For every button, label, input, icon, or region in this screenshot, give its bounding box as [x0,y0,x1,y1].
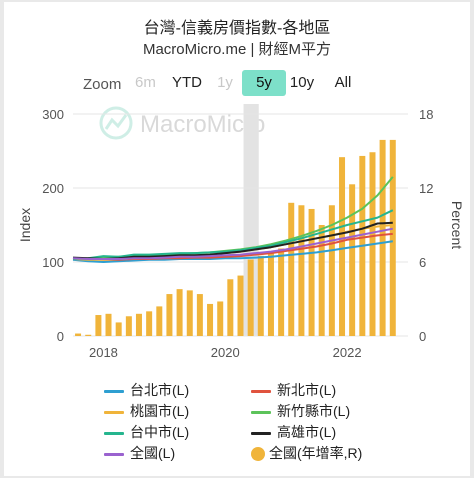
left-tick-label: 300 [42,107,64,122]
bar-13[interactable] [207,303,214,336]
legend-item[interactable]: 全國(L) [104,444,175,462]
bar-8[interactable] [156,306,163,336]
bar-17[interactable] [247,259,254,336]
bar-12[interactable] [196,294,203,336]
x-tick-label: 2020 [211,345,240,360]
chart-subtitle: MacroMicro.me | 財經M平方 [142,41,332,58]
bar-24[interactable] [318,225,325,336]
right-tick-label: 18 [419,107,433,122]
bar-10[interactable] [176,289,183,336]
left-tick-label: 100 [42,255,64,270]
legend-item[interactable]: 全國(年增率,R) [251,444,362,462]
bar-23[interactable] [308,208,315,336]
bar-1[interactable] [85,334,92,336]
watermark-logo-icon [99,106,133,140]
x-tick-label: 2018 [89,345,118,360]
right-axis-title: Percent [449,201,465,249]
legend-label: 全國(L) [130,445,176,461]
line-series-5[interactable] [72,221,393,260]
right-tick-label: 6 [419,255,426,270]
right-tick-label: 12 [419,181,433,196]
legend-item[interactable]: 桃園市(L) [104,402,189,420]
line-series-6[interactable] [72,227,393,260]
left-axis-title: Index [17,208,33,242]
bar-7[interactable] [146,311,153,336]
bar-26[interactable] [339,157,346,336]
bar-6[interactable] [135,313,142,336]
bar-19[interactable] [267,252,274,336]
left-tick-label: 200 [42,181,64,196]
bar-25[interactable] [328,205,335,336]
legend-label: 新北市(L) [277,382,337,398]
legend-dot-icon [251,447,265,462]
bar-21[interactable] [288,202,295,336]
bar-5[interactable] [125,316,132,336]
legend-label: 全國(年增率,R) [269,445,363,461]
line-series-4[interactable] [72,209,394,260]
left-tick-label: 0 [57,329,64,344]
bar-11[interactable] [186,290,193,336]
legend-line-icon [104,452,124,456]
zoom-button-all[interactable]: All [334,74,352,91]
bar-22[interactable] [298,205,305,336]
x-tick-label: 2022 [333,345,362,360]
bar-30[interactable] [379,139,386,336]
legend-item[interactable]: 高雄市(L) [251,423,336,441]
zoom-button-ytd[interactable]: YTD [172,74,202,91]
legend-label: 台北市(L) [130,382,190,398]
watermark: MacroMicro [99,106,265,140]
legend-label: 桃園市(L) [130,403,190,419]
zoom-button-10y[interactable]: 10y [289,74,315,91]
bar-20[interactable] [278,248,285,336]
zoom-button-6m[interactable]: 6m [135,74,156,91]
legend-line-icon [104,410,124,414]
highlight-band [243,104,259,336]
legend-line-icon [251,431,271,435]
legend-label: 台中市(L) [130,424,190,440]
legend-line-icon [251,410,271,414]
bar-14[interactable] [217,301,224,336]
zoom-button-5y[interactable]: 5y [242,70,286,96]
legend-item[interactable]: 台北市(L) [104,381,189,399]
bar-15[interactable] [227,279,234,336]
bar-9[interactable] [166,294,173,336]
zoom-label: Zoom [83,76,122,93]
line-series-0[interactable] [72,240,393,263]
legend-line-icon [104,431,124,435]
legend-label: 高雄市(L) [277,424,337,440]
watermark-logo-icon-line [104,114,128,130]
bar-18[interactable] [257,255,264,336]
bar-3[interactable] [105,313,112,336]
bar-27[interactable] [349,184,356,336]
legend-label: 新竹縣市(L) [277,403,351,419]
bar-2[interactable] [95,315,102,336]
legend-line-icon [251,389,271,393]
legend-item[interactable]: 新北市(L) [251,381,336,399]
legend-line-icon [104,389,124,393]
legend-item[interactable]: 台中市(L) [104,423,189,441]
chart-title: 台灣-信義房價指數-各地區 [143,20,331,37]
right-tick-label: 0 [419,329,426,344]
bar-31[interactable] [389,139,396,336]
bar-4[interactable] [115,322,122,336]
bar-16[interactable] [237,275,244,336]
legend-item[interactable]: 新竹縣市(L) [251,402,350,420]
bar-0[interactable] [75,333,82,336]
zoom-button-1y[interactable]: 1y [217,74,233,91]
